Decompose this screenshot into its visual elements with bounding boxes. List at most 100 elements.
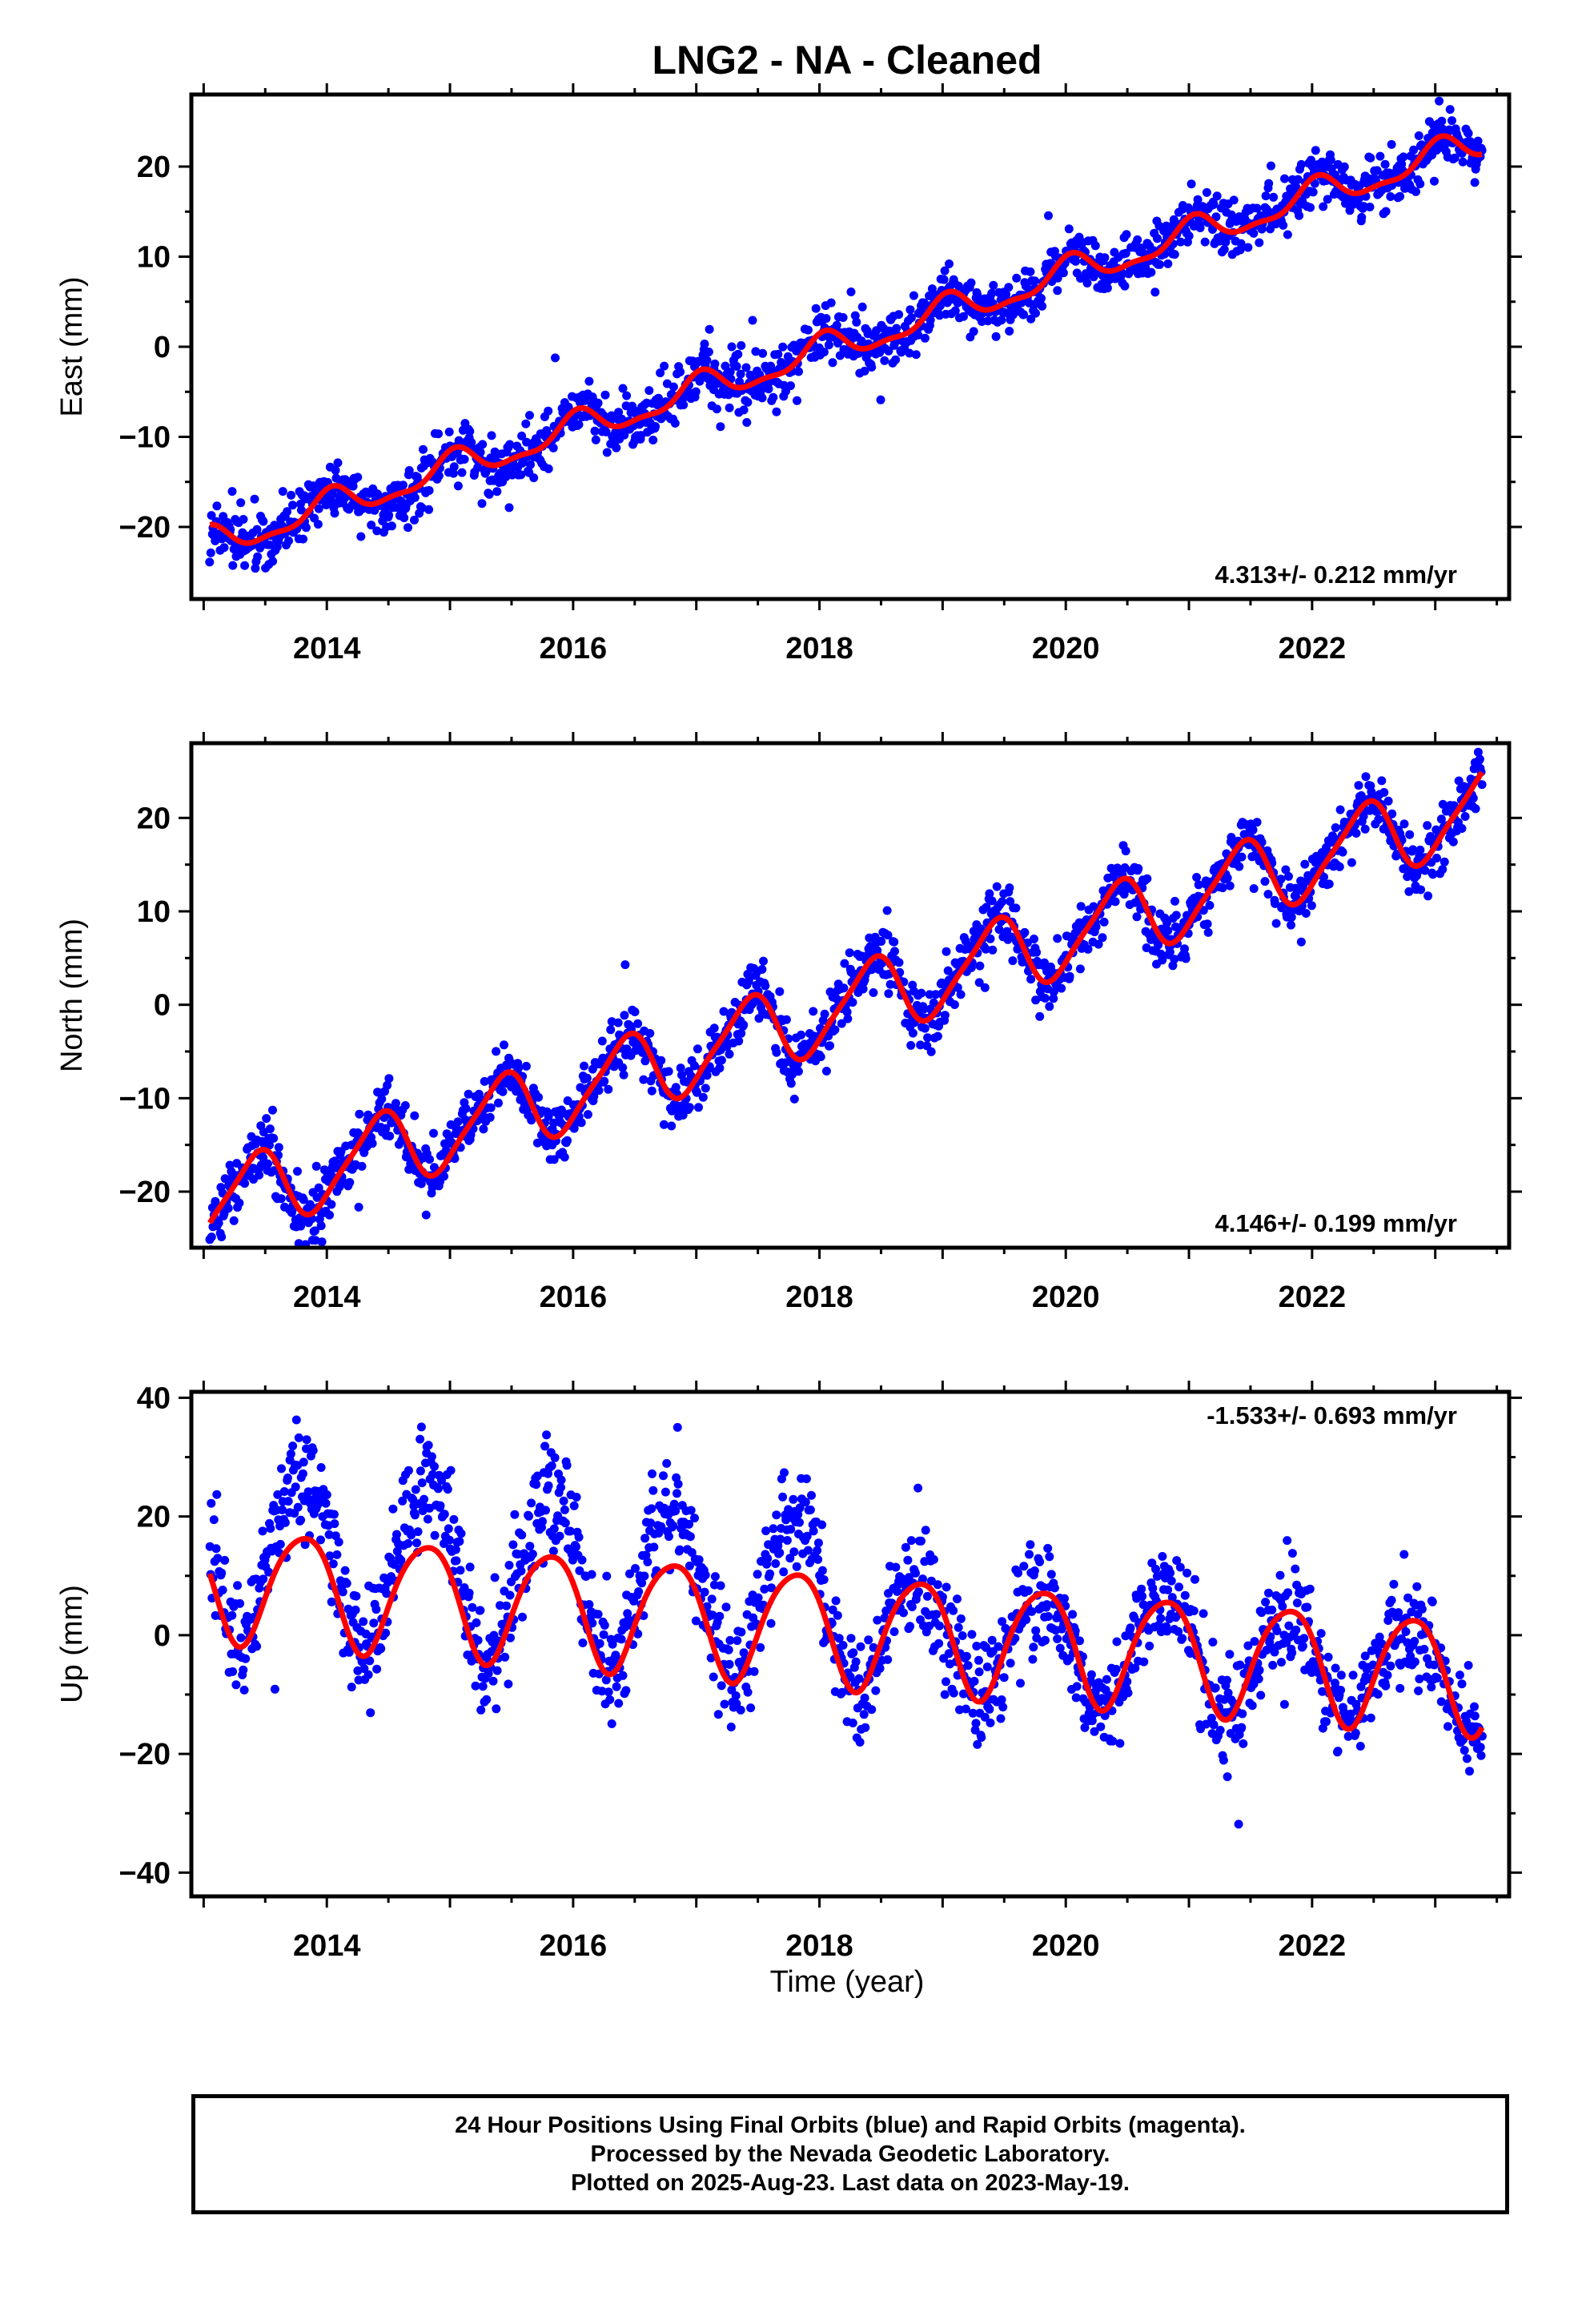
up-data-point: [996, 1714, 1006, 1723]
up-data-point: [577, 1555, 587, 1565]
north-data-point: [789, 1094, 799, 1104]
east-data-point: [739, 405, 749, 415]
up-data-point: [753, 1593, 763, 1602]
east-data-point: [348, 481, 358, 491]
east-data-point: [1186, 179, 1196, 189]
up-data-point: [392, 1530, 401, 1539]
north-data-point: [633, 1019, 643, 1028]
up-data-point: [369, 1618, 379, 1628]
up-data-point: [721, 1602, 731, 1612]
up-data-point: [673, 1479, 683, 1489]
up-data-point: [691, 1616, 701, 1626]
up-data-point: [1086, 1670, 1096, 1679]
up-data-point: [772, 1510, 781, 1520]
east-data-point: [1102, 283, 1112, 293]
east-data-point: [1473, 136, 1483, 146]
up-data-point: [217, 1568, 227, 1578]
north-data-point: [1154, 940, 1163, 950]
up-data-point: [1417, 1604, 1427, 1614]
east-data-point: [927, 284, 937, 294]
east-data-point: [926, 316, 935, 325]
east-data-point: [1030, 276, 1039, 286]
up-data-point: [673, 1489, 681, 1498]
up-data-point: [550, 1453, 560, 1462]
east-y-axis-label: East (mm): [55, 276, 89, 416]
up-data-point: [597, 1687, 607, 1696]
up-data-point: [410, 1510, 420, 1520]
up-data-point: [334, 1538, 343, 1547]
up-data-point: [999, 1673, 1009, 1683]
up-data-point: [942, 1677, 950, 1687]
east-x-tick-label: 2018: [785, 632, 853, 665]
east-data-point: [1053, 273, 1062, 283]
north-data-point: [647, 1086, 656, 1096]
east-data-point: [591, 435, 600, 444]
up-data-point: [471, 1681, 480, 1691]
up-data-point: [505, 1590, 515, 1600]
north-data-point: [1335, 862, 1344, 871]
east-data-point: [1264, 179, 1274, 188]
up-data-point: [1238, 1709, 1247, 1719]
north-data-point: [1030, 935, 1038, 943]
up-data-point: [416, 1422, 426, 1432]
east-data-point: [1464, 129, 1473, 139]
north-data-point: [580, 1061, 588, 1071]
east-data-point: [548, 443, 558, 452]
up-data-point: [508, 1540, 518, 1550]
north-data-point: [1252, 818, 1262, 827]
up-data-point: [228, 1667, 238, 1676]
east-data-point: [772, 407, 781, 416]
east-data-point: [1155, 259, 1164, 269]
up-data-point: [270, 1684, 279, 1694]
east-data-point: [477, 499, 487, 509]
east-data-point: [1212, 191, 1222, 201]
north-data-point: [906, 1040, 916, 1050]
up-data-point: [746, 1703, 756, 1713]
up-data-point: [492, 1704, 501, 1714]
up-data-point: [736, 1705, 745, 1715]
east-data-point: [846, 287, 856, 296]
up-data-point: [424, 1441, 433, 1450]
up-data-point: [351, 1591, 361, 1601]
up-data-point: [807, 1490, 816, 1500]
up-data-point: [982, 1663, 992, 1671]
up-data-point: [1199, 1609, 1208, 1618]
up-data-point: [1166, 1568, 1175, 1578]
east-data-point: [1430, 176, 1439, 186]
east-data-point: [372, 526, 382, 536]
up-data-point: [640, 1534, 650, 1543]
up-data-point: [1139, 1657, 1149, 1667]
north-data-point: [1271, 899, 1280, 908]
up-data-point: [907, 1602, 917, 1611]
up-data-point: [1394, 1608, 1403, 1618]
up-data-point: [725, 1635, 735, 1645]
north-data-point: [1165, 947, 1174, 957]
up-data-point: [233, 1581, 243, 1590]
up-data-point: [236, 1633, 246, 1642]
east-data-point: [891, 355, 901, 364]
east-rate-label: 4.313+/- 0.212 mm/yr: [1215, 561, 1457, 589]
up-data-point: [716, 1581, 725, 1590]
up-data-point: [1016, 1679, 1025, 1688]
up-data-point: [686, 1506, 696, 1515]
up-data-point: [1287, 1549, 1297, 1558]
up-data-point: [733, 1636, 742, 1646]
up-data-point: [934, 1621, 944, 1630]
up-data-point: [634, 1587, 644, 1596]
up-data-point: [631, 1564, 640, 1573]
north-data-point: [1158, 955, 1167, 965]
up-data-point: [648, 1486, 658, 1495]
up-data-point: [813, 1554, 823, 1564]
up-data-point: [726, 1723, 736, 1731]
north-data-point: [262, 1114, 271, 1124]
north-x-tick-label: 2016: [540, 1281, 608, 1314]
up-data-point: [601, 1675, 611, 1685]
up-data-point: [1430, 1660, 1439, 1670]
east-data-point: [733, 349, 743, 359]
north-data-point: [385, 1132, 395, 1141]
east-data-point: [434, 471, 444, 480]
up-data-point: [690, 1514, 699, 1523]
north-data-point: [1263, 890, 1273, 899]
